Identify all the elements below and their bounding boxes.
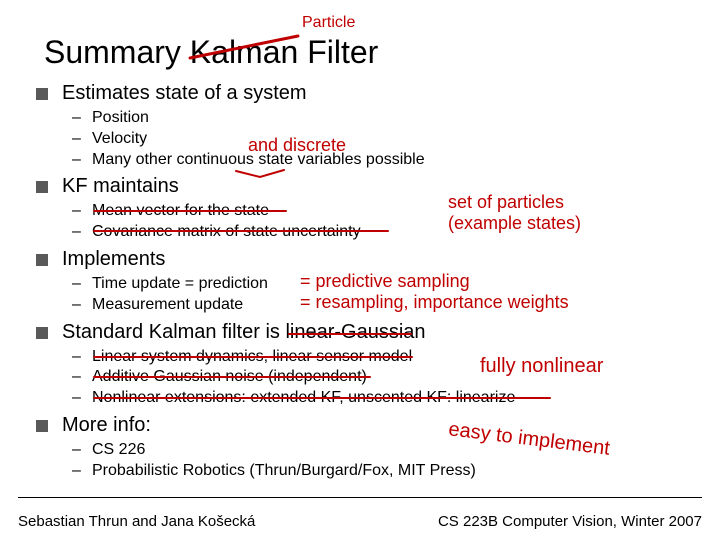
annotation-set-of-particles: set of particles (example states) <box>448 192 581 233</box>
annotation-and-discrete: and discrete <box>248 135 346 156</box>
sub-continuous: Many other continuous state variables po… <box>72 150 692 171</box>
annotation-resampling: = resampling, importance weights <box>300 292 569 313</box>
title-text: Summary Kalman Filter <box>44 34 378 70</box>
bullet-kf-maintains: KF maintains Mean vector for the state C… <box>36 174 692 243</box>
footer-right: CS 223B Computer Vision, Winter 2007 <box>438 513 702 530</box>
annotation-particle: Particle <box>302 14 355 32</box>
bullet-standard-text: Standard Kalman filter is linear-Gaussia… <box>62 321 426 343</box>
sub-covariance: Covariance matrix of state uncertainty <box>72 222 692 243</box>
bullet-estimates-text: Estimates state of a system <box>62 82 307 104</box>
annotation-predictive-sampling: = predictive sampling <box>300 271 470 292</box>
sub-nonlinear-ext: Nonlinear extensions: extended KF, unsce… <box>72 388 692 409</box>
slide-title: Summary Kalman Filter Particle <box>44 34 692 71</box>
footer: Sebastian Thrun and Jana Košecká CS 223B… <box>18 513 702 530</box>
sub-position: Position <box>72 108 692 129</box>
bullet-estimates: Estimates state of a system Position Vel… <box>36 81 692 170</box>
sub-prob-robotics: Probabilistic Robotics (Thrun/Burgard/Fo… <box>72 461 692 482</box>
bullet-kf-text: KF maintains <box>62 175 179 197</box>
annotation-fully-nonlinear: fully nonlinear <box>480 355 603 378</box>
sub-velocity: Velocity <box>72 129 692 150</box>
annotation-set-l1: set of particles <box>448 192 581 213</box>
sub-mean-vector: Mean vector for the state <box>72 201 692 222</box>
annotation-set-l2: (example states) <box>448 213 581 234</box>
bullet-implements-text: Implements <box>62 248 165 270</box>
footer-divider <box>18 497 702 498</box>
bullet-more-info-text: More info: <box>62 414 151 436</box>
footer-left: Sebastian Thrun and Jana Košecká <box>18 513 255 530</box>
